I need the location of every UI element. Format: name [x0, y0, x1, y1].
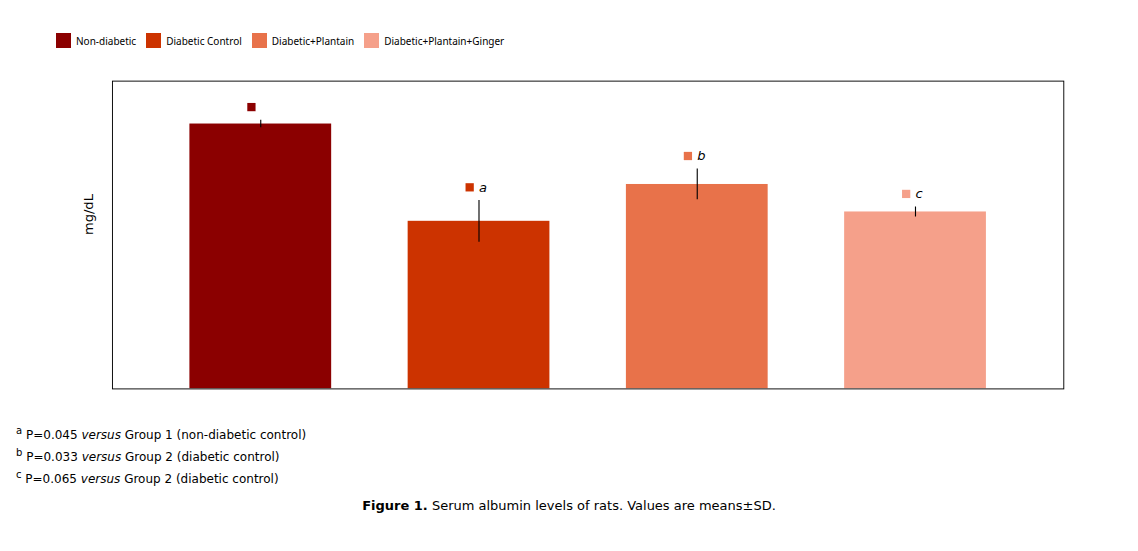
- svg-text:c: c: [915, 186, 922, 201]
- html-text:Diabetic+Plantain: Diabetic+Plantain: [271, 33, 355, 48]
- html-text:Diabetic+Plantain+Ginger: Diabetic+Plantain+Ginger: [384, 33, 505, 48]
- html-text:aP=0.045 versus Group 1 (non-d: aP=0.045 versus Group 1 (non-diabetic co…: [16, 425, 307, 443]
- svg-text:a: a: [479, 180, 487, 195]
- html-text:Diabetic Control: Diabetic Control: [166, 33, 242, 48]
- svg-text:b: b: [697, 148, 705, 163]
- html-text:bP=0.033 versus Group 2 (diabe: bP=0.033 versus Group 2 (diabetic contro…: [16, 447, 280, 465]
- html-text:Figure 1. Serum albumin levels: Figure 1. Serum albumin levels of rats. …: [362, 497, 776, 513]
- svg-text:mg/dL: mg/dL: [81, 193, 96, 235]
- html-text:cP=0.065 versus Group 2 (diabe: cP=0.065 versus Group 2 (diabetic contro…: [16, 469, 279, 487]
- html-text:Non-diabetic: Non-diabetic: [76, 33, 137, 48]
